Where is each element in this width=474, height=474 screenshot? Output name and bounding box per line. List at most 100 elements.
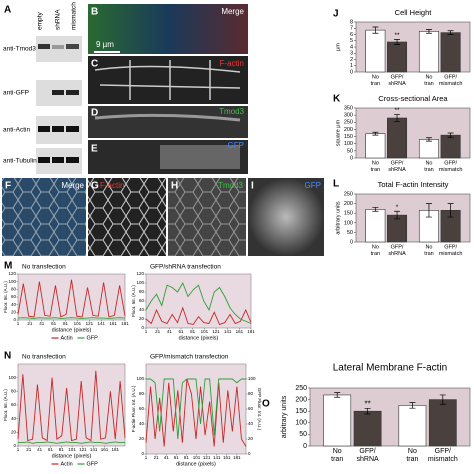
- y2-tick-label: 60: [248, 406, 254, 411]
- x-tick-label: 161: [223, 455, 231, 460]
- x-tick-label: mismatch: [439, 167, 463, 173]
- error-bar: [364, 408, 371, 415]
- y-tick-label: 350: [344, 105, 353, 111]
- panel-label: O: [262, 399, 270, 410]
- x-tick-label: 141: [213, 455, 221, 460]
- bar: [323, 394, 352, 447]
- y-tick-label: 300: [344, 113, 353, 119]
- x-tick-label: 181: [233, 455, 241, 460]
- x-tick-label: 41: [37, 447, 43, 452]
- y-tick-label: 60: [11, 402, 17, 407]
- y-tick-label: 40: [139, 421, 145, 426]
- texture: [94, 113, 241, 122]
- significance: *: [396, 204, 399, 211]
- texture: [168, 178, 246, 256]
- bar: [440, 32, 461, 73]
- texture: [94, 60, 241, 100]
- x-tick-label: GFP/: [391, 74, 404, 80]
- y-tick-label: 100: [136, 280, 144, 285]
- image-label: F-actin: [100, 181, 124, 190]
- x-tick-label: No: [425, 74, 432, 80]
- x-tick-label: shRNA: [357, 456, 380, 463]
- y-tick-label: 0: [13, 443, 16, 448]
- y2-tick-label: 0: [248, 451, 251, 456]
- y-axis-label: F-actin Fluor. Int. (A.U.): [131, 385, 136, 432]
- x-tick-label: tran: [406, 456, 418, 463]
- error-bar: [447, 203, 454, 218]
- x-tick-label: 81: [184, 455, 190, 460]
- y-tick-label: 60: [11, 294, 17, 299]
- bar: [387, 41, 408, 73]
- error-bar: [447, 30, 454, 35]
- y2-axis-label: GFP Fluor. Int. (A.U.): [257, 388, 262, 431]
- x-tick-label: tran: [371, 251, 380, 257]
- legend-label: Actin: [61, 461, 73, 467]
- y-tick-label: 250: [344, 120, 353, 126]
- x-tick-label: 1: [17, 321, 20, 326]
- error-bar: [447, 132, 454, 138]
- x-tick-label: No: [408, 448, 417, 455]
- x-tick-label: GFP/: [444, 160, 457, 166]
- x-tick-label: mismatch: [439, 251, 463, 257]
- y-tick-label: 40: [11, 302, 17, 307]
- error-bar: [394, 210, 401, 220]
- blot-row-label: anti-Tubulin: [3, 158, 37, 165]
- y-tick-label: 4: [350, 44, 353, 50]
- y-tick-label: 60: [139, 298, 145, 303]
- line-series: [145, 378, 247, 447]
- y-axis-label: square µm: [335, 120, 341, 147]
- image-label: GFP: [228, 141, 244, 150]
- y-tick-label: 80: [139, 289, 145, 294]
- bar: [428, 399, 457, 447]
- y-tick-label: 60: [139, 406, 145, 411]
- y-tick-label: 100: [8, 279, 16, 284]
- chart-title: No transfection: [22, 354, 66, 361]
- x-tick-label: 21: [155, 329, 161, 334]
- chart-title: GFP/mismatch transfection: [150, 354, 229, 361]
- line-series: [17, 370, 126, 442]
- x-tick-label: GFP/: [435, 448, 451, 455]
- western-blot: [36, 36, 82, 174]
- chart-title: Lateral Membrane F-actin: [333, 363, 448, 374]
- x-tick-label: GFP/: [444, 74, 457, 80]
- y-axis-label: Fluor. Int. (A.U.): [131, 285, 136, 317]
- error-bar: [372, 131, 379, 136]
- y-tick-label: 40: [139, 307, 145, 312]
- x-tick-label: 181: [121, 321, 129, 326]
- bar: [418, 31, 439, 73]
- x-tick-label: 41: [39, 321, 45, 326]
- x-tick-label: tran: [424, 167, 433, 173]
- chart-title: No transfection: [22, 264, 66, 271]
- y-axis-label: µm: [335, 43, 341, 51]
- panel-label: G: [91, 181, 99, 192]
- texture: [2, 178, 86, 256]
- y-tick-label: 250: [295, 385, 307, 392]
- bar: [353, 410, 382, 447]
- x-tick-label: 181: [247, 329, 255, 334]
- error-bar: [425, 29, 432, 34]
- panel-label: D: [91, 108, 98, 119]
- y-tick-label: 50: [347, 148, 353, 154]
- x-tick-label: 121: [203, 455, 211, 460]
- y-tick-label: 7: [350, 26, 353, 32]
- x-tick-label: 121: [86, 321, 94, 326]
- y-tick-label: 20: [139, 436, 145, 441]
- panel-label: H: [171, 181, 178, 192]
- x-tick-label: mismatch: [428, 456, 458, 463]
- panel-label: J: [333, 9, 339, 20]
- y-tick-label: 0: [350, 69, 353, 75]
- x-axis-label: distance (pixels): [52, 327, 92, 333]
- y2-tick-label: 100: [248, 376, 256, 381]
- panel-label: N: [4, 351, 11, 362]
- y-tick-label: 6: [350, 32, 353, 38]
- x-tick-label: 1: [17, 447, 20, 452]
- texture: [160, 145, 240, 169]
- x-tick-label: 101: [201, 329, 209, 334]
- y-tick-label: 0: [350, 239, 353, 245]
- image-label: Merge: [61, 181, 84, 190]
- y-tick-label: 0: [303, 443, 307, 450]
- x-axis-label: distance (pixels): [52, 453, 92, 459]
- x-tick-label: 141: [90, 447, 98, 452]
- y-axis-label: arbitrary units: [335, 201, 341, 235]
